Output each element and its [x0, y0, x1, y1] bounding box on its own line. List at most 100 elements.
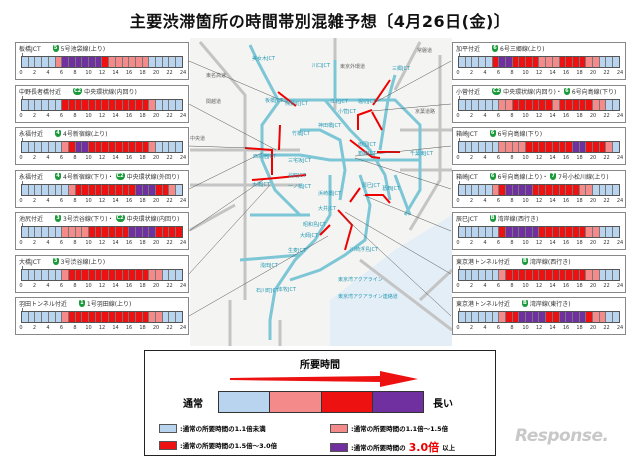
- hour-cell-17: [135, 184, 143, 195]
- hour-cell-14: [115, 312, 123, 322]
- hour-tick: 22: [166, 155, 173, 161]
- map-label: 本牧JCT: [278, 287, 297, 293]
- hour-cell-22: [606, 57, 614, 67]
- hour-cell-13: [109, 184, 116, 195]
- hour-cell-20: [156, 99, 163, 110]
- hour-cell-8: [512, 227, 520, 237]
- hour-cell-20: [156, 142, 163, 152]
- hour-cell-19: [149, 269, 157, 280]
- hour-cell-15: [122, 269, 130, 280]
- congestion-panel: 大橋JCT 3 3号渋谷線(上り) 0 2 4 6 8 10 12 14 16 18 20 22 24: [15, 254, 189, 293]
- hour-cell-13: [109, 269, 116, 280]
- hour-cell-15: [559, 57, 567, 67]
- hour-cell-18: [142, 57, 150, 67]
- hour-tick: 14: [549, 325, 556, 331]
- hour-cell-5: [492, 184, 500, 195]
- hour-cell-2: [35, 227, 43, 237]
- hour-cell-1: [28, 312, 36, 322]
- hour-tick: 8: [73, 282, 77, 289]
- hour-tick: 18: [139, 325, 146, 331]
- hour-tick: 12: [535, 70, 543, 76]
- hourly-congestion-bar: [21, 308, 183, 323]
- hourly-congestion-bar: [21, 53, 183, 68]
- map-label: 東京湾アクアライン連絡道: [338, 294, 398, 300]
- hour-cell-10: [89, 227, 96, 237]
- hour-cell-9: [519, 142, 527, 152]
- hour-cell-3: [479, 184, 486, 195]
- congestion-panel: 板橋JCT 5 5号池袋線(上り) 0 2 4 6 8 10 12 14 16 18 20 22 24: [15, 42, 189, 80]
- route-badge-icon: C2: [73, 87, 83, 95]
- hour-tick: 4: [46, 197, 50, 204]
- hour-cell-18: [579, 57, 587, 67]
- hour-axis: 0 2 4 6 8 10 12 14 16 18 20 22 24: [456, 112, 623, 121]
- hour-tick: 20: [589, 112, 597, 119]
- hour-cell-19: [586, 99, 594, 110]
- hour-tick: 2: [32, 70, 37, 76]
- map-label: 中央道: [190, 136, 206, 142]
- hour-tick: 12: [535, 282, 543, 289]
- hour-tick: 20: [589, 197, 597, 204]
- hour-tick: 6: [496, 240, 501, 246]
- hour-cell-1: [465, 227, 473, 237]
- hour-cell-11: [532, 269, 540, 280]
- map-label: 小菅JCT: [338, 109, 357, 115]
- hour-tick: 0: [19, 240, 23, 246]
- hour-tick: 22: [166, 325, 173, 331]
- hour-cell-18: [579, 142, 587, 152]
- hour-cell-2: [35, 312, 43, 322]
- hour-cell-3: [42, 227, 49, 237]
- route-name: 中央環状線(内回り): [126, 216, 180, 223]
- hour-tick: 22: [603, 197, 610, 204]
- map-label: 川口JCT: [312, 63, 331, 69]
- location-label: 東京港トンネル付近: [456, 301, 510, 308]
- congestion-panel: 池尻付近 3 3号渋谷線(下り)・ C2 中央環状線(内回り) 0 2 4 6 8 10 12 14 16…: [15, 212, 189, 250]
- hour-cell-23: [176, 312, 182, 322]
- hour-cell-12: [539, 184, 547, 195]
- hour-cell-11: [95, 142, 103, 152]
- hour-cell-10: [89, 99, 96, 110]
- hour-tick: 24: [179, 112, 187, 119]
- hour-cell-3: [479, 57, 486, 67]
- hour-cell-15: [122, 227, 130, 237]
- hour-cell-20: [593, 57, 600, 67]
- route-name: 6号向島線(下り): [497, 131, 543, 138]
- scale-level-0: [219, 392, 271, 412]
- hour-cell-19: [149, 184, 157, 195]
- hour-tick: 2: [469, 197, 474, 204]
- hour-tick: 16: [125, 155, 133, 161]
- hour-cell-7: [505, 227, 513, 237]
- hourly-congestion-bar: [458, 95, 620, 111]
- hour-tick: 10: [85, 325, 92, 331]
- hour-cell-18: [579, 269, 587, 280]
- hour-cell-3: [479, 142, 486, 152]
- hour-cell-3: [42, 57, 49, 67]
- hour-tick: 14: [549, 240, 556, 246]
- hour-cell-16: [129, 227, 136, 237]
- hour-cell-6: [499, 57, 506, 67]
- hour-cell-0: [459, 227, 466, 237]
- map-label: 大井JCT: [318, 206, 337, 212]
- route-badge-icon: 3: [52, 257, 59, 265]
- hour-cell-5: [55, 312, 63, 322]
- hour-cell-6: [499, 227, 506, 237]
- hour-cell-17: [135, 99, 143, 110]
- congestion-panel: 東京港トンネル付近 B 湾岸線(東行き) 0 2 4 6 8 10 12 14 16 18 20 22 24: [452, 297, 626, 335]
- response-logo: Response.: [515, 426, 609, 446]
- hour-cell-13: [109, 142, 116, 152]
- hour-cell-8: [512, 184, 520, 195]
- hour-cell-4: [485, 227, 493, 237]
- hour-cell-13: [109, 99, 116, 110]
- hour-tick: 18: [576, 112, 583, 119]
- hour-cell-8: [75, 184, 83, 195]
- hour-cell-14: [115, 99, 123, 110]
- hour-cell-5: [55, 142, 63, 152]
- hour-tick: 20: [152, 197, 160, 204]
- hour-cell-4: [48, 312, 56, 322]
- hour-cell-23: [176, 184, 182, 195]
- hour-cell-2: [472, 269, 480, 280]
- arrow-icon: [230, 371, 418, 387]
- hour-cell-7: [505, 99, 513, 110]
- congestion-panel: 加平付近 6 6号三郷線(上り) 0 2 4 6 8 10 12 14 16 18 20 22 24: [452, 42, 626, 80]
- route-badge-icon: C2: [492, 87, 502, 95]
- hour-cell-5: [55, 57, 63, 67]
